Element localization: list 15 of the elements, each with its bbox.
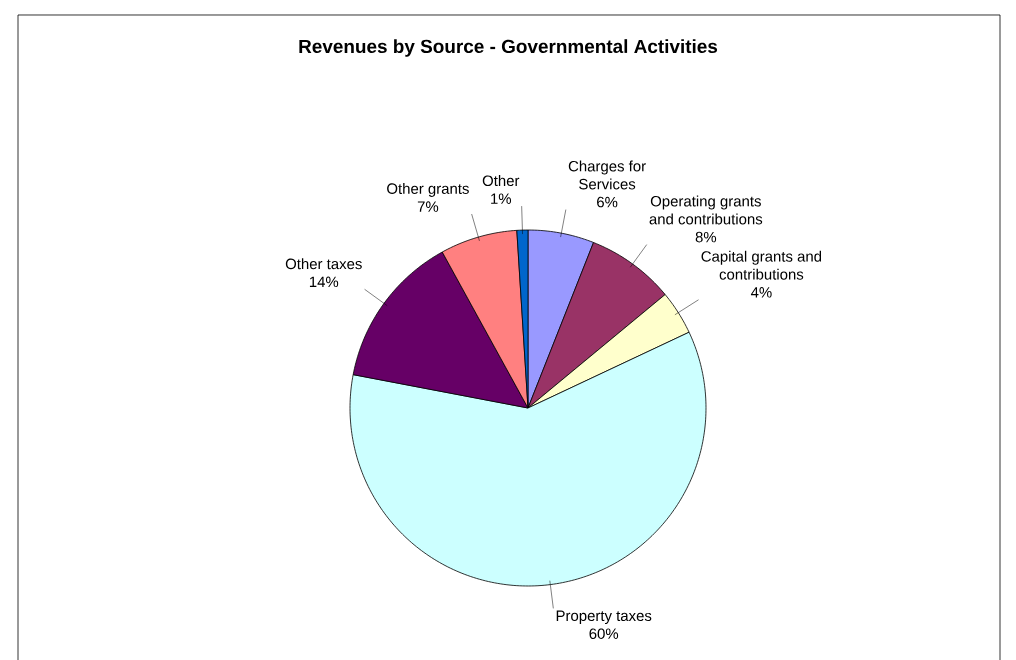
slice-label: Operating grants and contributions bbox=[649, 195, 763, 225]
data-label: 1% bbox=[491, 193, 512, 204]
chart-title: Revenues by Source - Governmental Activities bbox=[299, 39, 718, 57]
slice-label: Other grants bbox=[387, 182, 469, 197]
slice-label: Other taxes bbox=[285, 258, 362, 270]
data-label: 8% bbox=[695, 231, 717, 243]
slice-label: Other bbox=[482, 175, 520, 187]
slice-label: Capital grants and contributions bbox=[701, 250, 822, 280]
data-label: 6% bbox=[597, 196, 618, 208]
slice-label: Charges for Services bbox=[568, 160, 646, 190]
data-label: 14% bbox=[309, 276, 339, 288]
data-label: 4% bbox=[750, 287, 772, 298]
data-label: 7% bbox=[417, 201, 439, 212]
slice-label: Property taxes bbox=[556, 610, 652, 624]
data-label: 60% bbox=[589, 628, 619, 639]
